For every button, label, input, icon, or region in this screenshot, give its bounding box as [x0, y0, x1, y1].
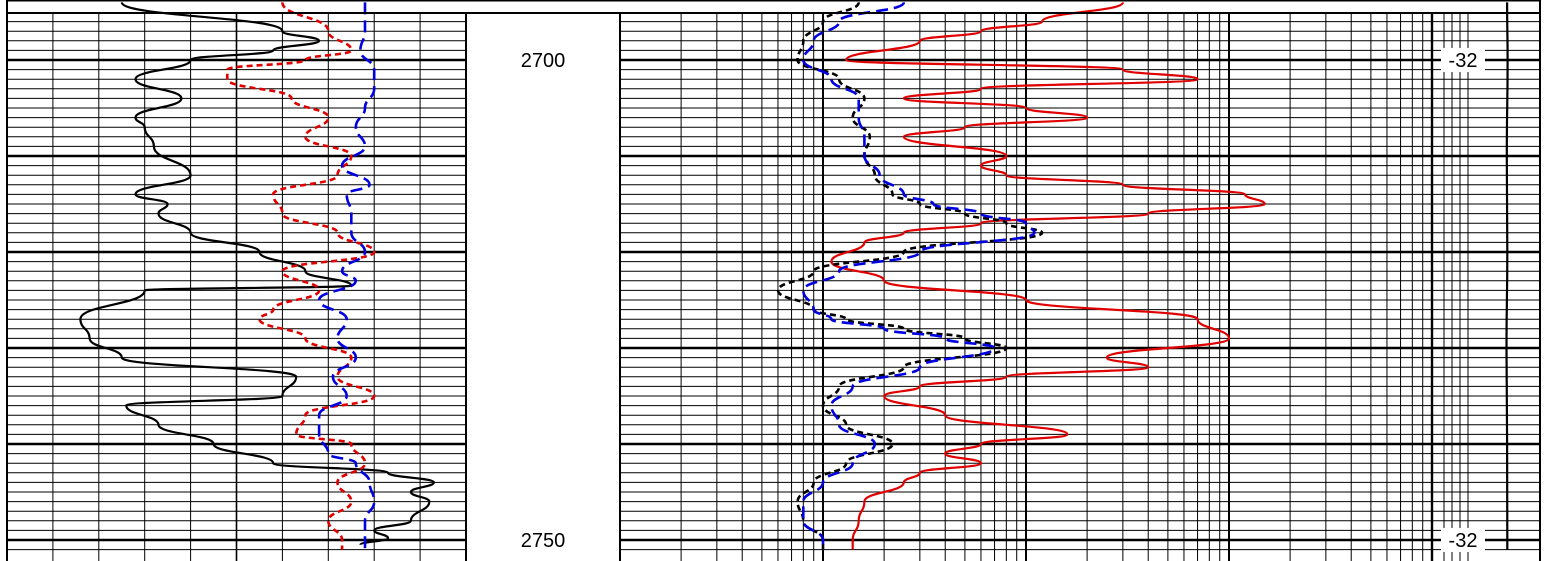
annotation-background	[1441, 48, 1485, 72]
track2-curve-1	[830, 1, 1266, 550]
track1-curve-3	[317, 2, 376, 550]
curves	[79, 1, 1509, 550]
labels: 2700 2750 -32 -32	[521, 48, 1485, 552]
track3-curve-1	[1505, 2, 1509, 550]
track1-curve-1	[79, 1, 435, 546]
track1-curve-2	[226, 1, 376, 550]
track3-annotation: -32	[1449, 530, 1478, 552]
track2-curve-2	[776, 1, 1044, 550]
grid	[7, 13, 1540, 561]
track3-annotation: -32	[1449, 50, 1478, 72]
annotation-background	[1441, 528, 1485, 552]
track2-curve-3	[801, 1, 1036, 550]
depth-label: 2750	[521, 530, 566, 552]
depth-label: 2700	[521, 50, 566, 72]
